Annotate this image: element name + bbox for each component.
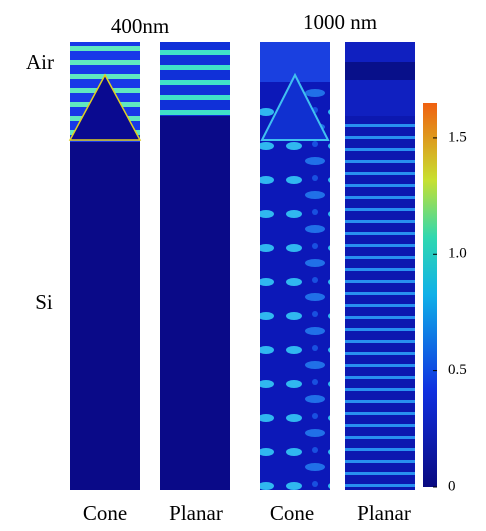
column-label: Cone [270, 501, 314, 525]
panel-title: 1000 nm [303, 10, 377, 34]
region-label: Si [35, 290, 53, 314]
column-label: Cone [83, 501, 127, 525]
colorbar-tick-label: 0 [448, 478, 456, 494]
panel-title: 400nm [111, 14, 169, 38]
column-label: Planar [357, 501, 411, 525]
panel-400-cone [68, 42, 142, 490]
colorbar [423, 103, 437, 487]
panel-1000-cone [260, 42, 330, 490]
panel-1000-planar [345, 42, 415, 490]
colorbar-tick-label: 1.5 [448, 129, 467, 145]
column-label: Planar [169, 501, 223, 525]
region-label: Air [26, 50, 54, 74]
colorbar-tick-label: 1.0 [448, 246, 467, 262]
panel-400-planar [160, 42, 230, 490]
colorbar-tick-label: 0.5 [448, 362, 467, 378]
